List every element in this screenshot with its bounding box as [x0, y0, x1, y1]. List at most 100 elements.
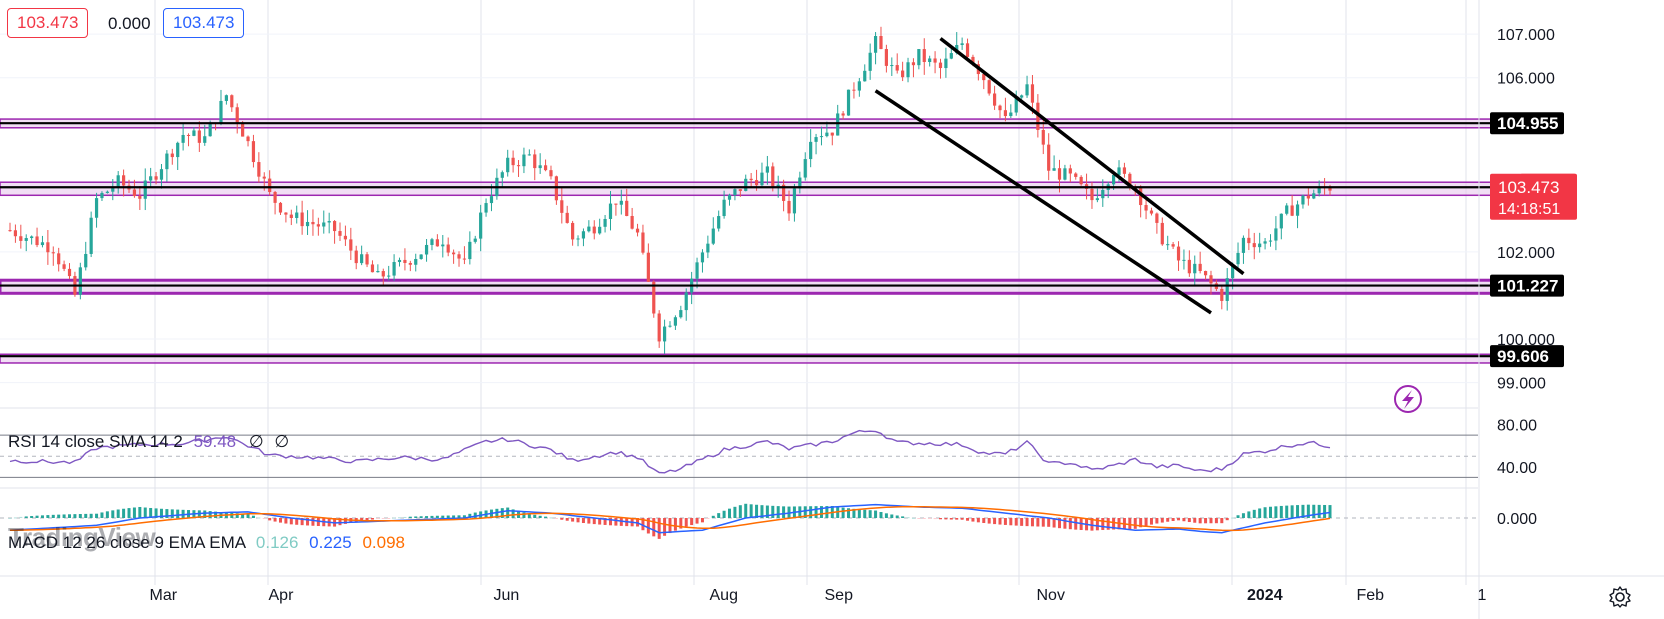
macd-hist-bar-86	[473, 512, 477, 518]
macd-hist-bar-19	[111, 510, 115, 518]
macd-hist-bar-82	[452, 515, 456, 518]
candle-body-44	[246, 136, 250, 142]
candle-body-106	[581, 231, 586, 239]
candle-body-118	[646, 252, 650, 282]
candle-body-174	[949, 53, 953, 59]
candle-body-76	[419, 254, 423, 259]
trend-channel-lines[interactable]	[874, 37, 1245, 315]
macd-hist-bar-80	[441, 515, 445, 518]
candle-body-221	[1203, 270, 1208, 276]
candle-body-238	[1295, 204, 1300, 216]
macd-hist-bar-177	[966, 518, 970, 521]
candle-body-125	[684, 292, 688, 311]
candle-body-105	[576, 238, 580, 240]
candle-body-241	[1312, 193, 1316, 199]
candle-body-218	[1187, 259, 1191, 274]
macd-hist-bar-124	[679, 518, 683, 529]
macd-hist-bar-112	[614, 518, 618, 526]
macd-legend[interactable]: MACD 12 26 close 9 EMA EMA 0.126 0.225 0…	[8, 533, 405, 553]
macd-hist-bar-187	[1020, 518, 1024, 526]
candle-body-24	[138, 196, 142, 199]
macd-hist-bar-79	[435, 515, 439, 518]
candle-body-202	[1101, 189, 1105, 199]
candle-body-168	[917, 49, 921, 66]
macd-hist-bar-52	[289, 518, 293, 525]
macd-hist-bar-188	[1025, 518, 1029, 527]
macd-hist-bar-45	[251, 515, 255, 518]
candle-body-60	[332, 221, 337, 232]
macd-hist-bar-174	[949, 518, 953, 520]
candle-body-25	[143, 180, 147, 199]
macd-hist-bar-117	[641, 518, 645, 531]
macd-hist-bar-232	[1263, 507, 1267, 518]
macd-hist-bar-77	[425, 516, 429, 518]
candle-body-138	[754, 180, 759, 186]
price-tick-1: 106.000	[1497, 71, 1555, 88]
candle-body-129	[706, 243, 710, 253]
macd-hist-bar-226	[1231, 517, 1235, 519]
candle-body-186	[1014, 97, 1018, 113]
macd-hist-bar-161	[879, 512, 883, 518]
candle-body-134	[733, 189, 737, 196]
level-label-3: 99.606	[1497, 347, 1549, 366]
candle-body-108	[592, 226, 596, 234]
candle-body-217	[1182, 259, 1186, 261]
candle-body-232	[1263, 241, 1267, 244]
macd-hist-bar-231	[1258, 508, 1262, 518]
candle-body-141	[771, 166, 775, 187]
candle-body-131	[717, 216, 721, 229]
candle-body-207	[1128, 173, 1132, 188]
candlestick-series	[8, 26, 1332, 354]
alert-lightning-icon[interactable]	[1394, 385, 1422, 413]
time-tick-0: Mar	[150, 587, 178, 604]
candle-body-33	[186, 134, 191, 136]
macd-hist-bar-20	[116, 509, 120, 518]
macd-hist-bar-171	[933, 518, 937, 520]
channel-upper-line	[939, 37, 1245, 276]
ohlc-right-value[interactable]: 103.473	[163, 8, 245, 38]
candle-body-143	[782, 184, 786, 201]
macd-hist-bar-143	[782, 506, 786, 518]
macd-hist-bar-90	[495, 508, 499, 518]
candle-body-117	[641, 232, 645, 253]
macd-hist-bar-179	[976, 518, 980, 523]
macd-hist-bar-180	[982, 518, 986, 523]
macd-hist-bar-234	[1274, 506, 1278, 518]
time-tick-5: Nov	[1037, 587, 1065, 604]
macd-hist-bar-154	[841, 507, 845, 518]
rsi-legend[interactable]: RSI 14 close SMA 14 2 59.48 ∅ ∅	[8, 432, 289, 452]
candle-body-89	[489, 196, 494, 204]
macd-hist-bar-144	[787, 506, 791, 518]
candle-body-149	[814, 137, 818, 142]
candle-body-48	[268, 178, 272, 192]
macd-hist-bar-212	[1155, 518, 1159, 524]
candle-body-177	[965, 43, 970, 57]
candle-body-164	[895, 65, 899, 71]
candle-body-82	[452, 252, 456, 255]
macd-hist-bar-156	[852, 508, 856, 518]
macd-hist-bar-167	[911, 517, 915, 519]
macd-hist-bar-13	[78, 514, 82, 518]
chart-settings-gear-icon[interactable]	[1608, 585, 1632, 609]
level-label-bg-3	[1490, 345, 1564, 368]
candle-body-29	[165, 153, 169, 170]
macd-hist-bar-111	[608, 518, 612, 526]
candle-body-212	[1155, 213, 1159, 223]
macd-hist-bar-51	[284, 518, 288, 524]
candle-body-20	[116, 175, 120, 188]
candle-body-19	[111, 187, 115, 192]
candle-body-240	[1306, 195, 1310, 199]
macd-hist-bar-217	[1182, 518, 1186, 522]
macd-hist-bar-67	[370, 518, 374, 520]
candle-body-59	[327, 221, 331, 223]
candle-body-112	[614, 203, 618, 205]
macd-hist-bar-176	[960, 518, 964, 520]
macd-hist-bar-208	[1133, 518, 1137, 529]
macd-hist-bar-71	[392, 517, 396, 519]
candle-body-70	[387, 275, 391, 277]
macd-hist-bar-207	[1128, 518, 1132, 529]
ohlc-left-value[interactable]: 103.473	[7, 8, 89, 38]
